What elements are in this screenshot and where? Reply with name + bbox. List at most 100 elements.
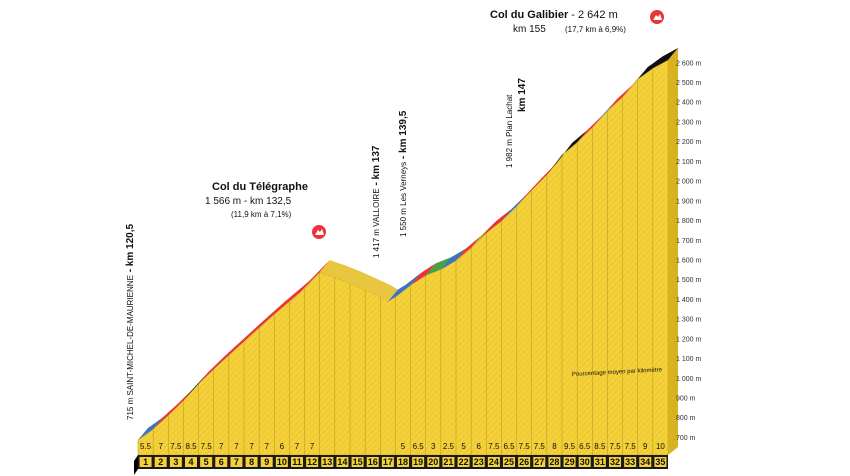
gradient-segment	[138, 417, 164, 440]
km-label: 9	[264, 457, 269, 467]
gradient-label: 7	[158, 442, 163, 451]
gradient-label: 9.5	[564, 442, 576, 451]
summit-marker-galibier	[650, 10, 664, 24]
km-label-box	[427, 457, 440, 467]
start-km: - km 120,5	[125, 223, 136, 275]
gradient-segment	[425, 257, 451, 276]
gradient-segment	[501, 194, 527, 222]
km-label-box	[169, 457, 182, 467]
valloire-label: 1 417 m VALLOIRE - km 137	[371, 145, 382, 258]
summit2-altitude: - 2 642 m	[568, 9, 618, 21]
start-place-label: 715 m SAINT-MICHEL-DE-MAURIENNE - km 120…	[125, 223, 136, 420]
km-label: 28	[549, 457, 559, 467]
profile-side-face	[668, 48, 678, 455]
altitude-tick-label: 2 400 m	[676, 100, 701, 107]
km-label-box	[185, 457, 197, 467]
summit2-gradient: (17,7 km à 6,9%)	[565, 25, 626, 34]
altitude-tick-label: 1 600 m	[676, 257, 701, 264]
gradient-label: 5.5	[140, 442, 152, 451]
km-label: 1	[143, 457, 148, 467]
altitude-tick-label: 1 200 m	[676, 336, 701, 343]
altitude-tick-label: 1 700 m	[676, 238, 701, 245]
gradient-label: 9	[643, 442, 648, 451]
plan-lachat-km: km 147	[517, 78, 528, 112]
gradient-label: 6	[476, 442, 481, 451]
gradient-segment	[546, 130, 588, 175]
gradient-label: 7	[249, 442, 254, 451]
gradient-segment	[592, 98, 618, 128]
km-label-box	[291, 457, 303, 467]
gradient-segment	[478, 209, 512, 241]
gradient-segment	[153, 388, 194, 430]
gradient-label: 7	[264, 442, 269, 451]
gradient-band	[138, 48, 678, 440]
altitude-tick-label: 1 300 m	[676, 317, 701, 324]
km-label-box	[518, 457, 531, 467]
km-label-box	[397, 457, 409, 467]
summit-marker-telegraphe	[312, 225, 326, 239]
km-label: 8	[249, 457, 254, 467]
km-label: 25	[504, 457, 514, 467]
altitude-tick-label: 1 000 m	[676, 376, 701, 383]
km-label-box	[472, 457, 485, 467]
km-axis: 1 2 3 4 5 6 7 8 9 10 11 12 13 14 15 16 17 18 19 20 21 22 23 24 2…	[134, 455, 668, 475]
altitude-tick-label: 1 100 m	[676, 356, 701, 363]
km-label: 26	[519, 457, 529, 467]
km-label: 15	[353, 457, 363, 467]
altitude-tick-label: 1 500 m	[676, 277, 701, 284]
altitude-tick-label: 700 m	[676, 435, 696, 442]
km-label: 30	[580, 457, 590, 467]
gradient-label: 6.5	[413, 442, 425, 451]
gradient-label: 7.5	[170, 442, 182, 451]
km-label-box	[215, 457, 228, 467]
gradient-segment	[607, 67, 648, 111]
km-label: 18	[398, 457, 408, 467]
km-label-box	[609, 457, 621, 467]
km-label-box	[578, 457, 591, 467]
altitude-axis: 700 m 800 m 900 m 1 000 m 1 100 m 1 200 m 1 30…	[676, 60, 701, 442]
gradient-label: 7	[219, 442, 224, 451]
summit2-name: Col du Galibier	[490, 9, 569, 21]
km-label-box	[624, 457, 637, 467]
gradient-segment	[516, 162, 557, 207]
altitude-tick-label: 900 m	[676, 396, 696, 403]
verneys-label: 1 550 m Les Verneys - km 139,5	[398, 110, 409, 237]
gradient-label: 7	[234, 442, 239, 451]
km-label: 11	[292, 457, 302, 467]
gradient-label: 5	[461, 442, 466, 451]
gradient-label: 6.5	[579, 442, 591, 451]
summit1-detail: 1 566 m - km 132,5	[205, 196, 292, 207]
km-label: 24	[489, 457, 499, 467]
plan-lachat-label: 1 982 m Plan Lachat	[505, 94, 514, 168]
gradient-label: 7.5	[625, 442, 637, 451]
km-label-box	[487, 457, 500, 467]
km-label: 5	[204, 457, 209, 467]
km-label: 21	[443, 457, 453, 467]
altitude-tick-label: 2 200 m	[676, 139, 701, 146]
altitude-tick-label: 2 100 m	[676, 159, 701, 166]
km-label: 14	[337, 457, 347, 467]
gradient-segment	[198, 260, 330, 384]
km-label: 12	[307, 457, 317, 467]
summit1-gradient: (11,9 km à 7,1%)	[231, 210, 292, 219]
altitude-tick-label: 1 800 m	[676, 218, 701, 225]
gradient-segment	[577, 115, 603, 143]
km-label-box	[200, 457, 213, 467]
gradient-labels: 5.5 7 7.5 8.5 7.5 7 7 7 7 6 7 7 5 6.5 3 2.5 5 6 7.5 6.5 7.5 7…	[140, 442, 665, 451]
km-label-box	[351, 457, 364, 467]
km-label: 19	[413, 457, 423, 467]
km-label: 16	[368, 457, 378, 467]
verneys-place: 1 550 m Les Verneys	[399, 162, 408, 237]
gradient-segment	[410, 263, 436, 286]
km-gridlines	[152, 68, 654, 455]
altitude-tick-label: 2 300 m	[676, 119, 701, 126]
gradient-label: 8	[552, 442, 557, 451]
gradient-label: 6.5	[503, 442, 515, 451]
altitude-tick-label: 1 900 m	[676, 198, 701, 205]
km-label-box	[412, 457, 425, 467]
gradient-segment	[183, 371, 209, 401]
summit1-name: Col du Télégraphe	[212, 181, 308, 193]
km-label-box	[321, 457, 334, 467]
km-label: 32	[610, 457, 620, 467]
